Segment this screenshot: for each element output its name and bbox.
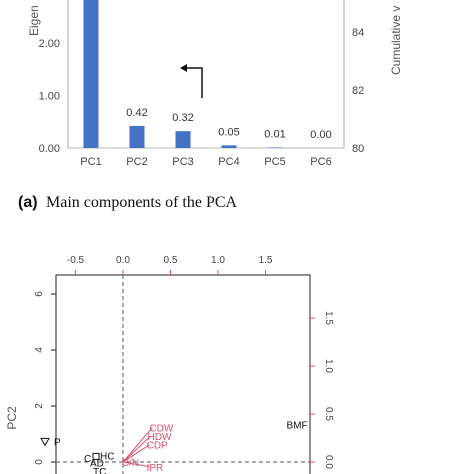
y-tick-label: 0.00 <box>39 143 60 155</box>
left-tick-label: 0 <box>34 459 45 465</box>
loading-vector-hdw <box>122 435 151 463</box>
x-tick-pc5: PC5 <box>264 156 285 168</box>
caption-letter: (a) <box>18 194 38 211</box>
obs-label-bmf: BMF <box>286 421 307 432</box>
biplot: PC2 -0.5 0.0 0.5 1.0 1.5 0 2 4 6 0.0 0.5 1.0 1.5 C… <box>5 255 334 474</box>
x-tick-pc3: PC3 <box>172 156 193 168</box>
right-tick-label: 1.5 <box>323 311 334 325</box>
x-tick-pc6: PC6 <box>310 156 331 168</box>
loading-vector-cdw <box>122 427 153 463</box>
arrow-head <box>180 64 187 72</box>
bar-label-pc6: 0.00 <box>310 129 331 141</box>
obs-marker-hc <box>92 452 100 460</box>
obs-label-tc: TC <box>93 467 106 474</box>
y2-tick-label: 80 <box>352 143 364 155</box>
bar-pc4 <box>221 145 237 148</box>
arrow-annotation <box>184 67 203 98</box>
bar-label-pc2: 0.42 <box>126 107 147 119</box>
y2-tick-label: 84 <box>352 27 364 39</box>
y2-tick-label: 82 <box>352 85 364 97</box>
right-axis-title: Cumulative v <box>389 6 403 75</box>
loading-label-ipr: IPR <box>147 463 164 474</box>
left-axis-title: Eigen <box>27 5 41 36</box>
right-tick-label: 1.0 <box>323 359 334 373</box>
obs-label-p: P <box>54 437 61 448</box>
x-tick-pc2: PC2 <box>126 156 147 168</box>
top-tick-label: 1.5 <box>259 255 273 266</box>
top-tick-label: -0.5 <box>67 255 85 266</box>
right-tick-label: 0.0 <box>323 455 334 469</box>
x-tick-pc1: PC1 <box>80 156 101 168</box>
bar-label-pc4: 0.05 <box>218 126 239 138</box>
y-tick-label: 2.00 <box>39 38 60 50</box>
obs-label-ad: AD <box>90 458 104 469</box>
bar-pc5 <box>267 147 283 148</box>
obs-label-hc: HC <box>100 451 114 462</box>
x-tick-pc4: PC4 <box>218 156 239 168</box>
bar-pc3 <box>175 131 191 148</box>
obs-label-c: C <box>84 454 91 465</box>
left-tick-label: 6 <box>34 291 45 297</box>
loading-vector-ipr <box>122 461 150 468</box>
top-tick-label: 1.0 <box>211 255 225 266</box>
loading-label-cdw: CDW <box>149 423 173 434</box>
left-tick-label: 2 <box>34 403 45 409</box>
left-tick-label: 4 <box>34 347 45 353</box>
loading-label-hdw: HDW <box>148 432 172 443</box>
bar-pc1 <box>83 0 99 148</box>
top-tick-label: 0.5 <box>164 255 178 266</box>
loading-vector-cdp <box>122 444 150 463</box>
right-tick-label: 0.5 <box>323 407 334 421</box>
eigenvalue-chart: Eigen Cumulative v 0.001.002.00 80828486… <box>18 0 403 211</box>
caption-text: Main components of the PCA <box>46 194 238 211</box>
top-tick-label: 0.0 <box>116 255 130 266</box>
loading-label-cdp: CDP <box>147 441 168 452</box>
bar-label-pc5: 0.01 <box>264 128 285 140</box>
biplot-frame <box>55 274 311 474</box>
obs-marker-p <box>40 437 50 447</box>
y-tick-label: 1.00 <box>39 91 60 103</box>
bar-label-pc3: 0.32 <box>172 112 193 124</box>
bar-pc2 <box>129 125 145 148</box>
biplot-y-axis-title: PC2 <box>5 406 19 430</box>
